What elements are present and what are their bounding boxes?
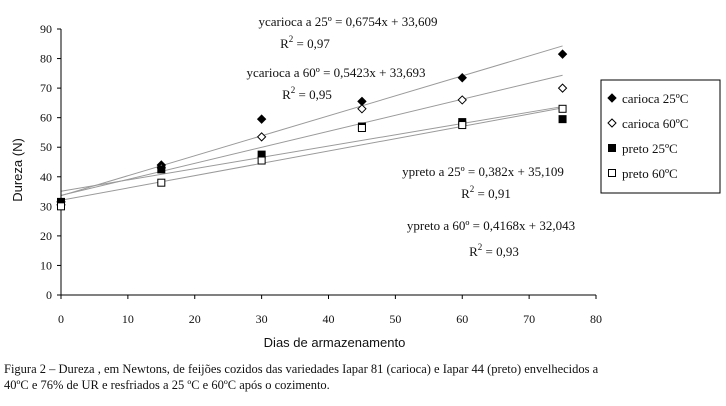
x-tick-label: 20	[189, 312, 201, 326]
legend: carioca 25ºC carioca 60ºC preto 25ºC preto …	[600, 79, 721, 194]
legend-label: carioca 25ºC	[622, 91, 688, 106]
trendlines	[60, 45, 563, 201]
y-tick-label: 90	[40, 22, 52, 36]
r-squared-label: R2 = 0,91	[461, 184, 511, 201]
data-point	[558, 115, 567, 124]
data-point	[457, 95, 467, 105]
legend-box	[600, 79, 721, 194]
r-squared-exponent: 2	[470, 184, 475, 194]
data-point	[557, 49, 568, 59]
y-tick-label: 50	[40, 140, 52, 154]
data-point	[458, 121, 467, 130]
data-point	[157, 178, 166, 187]
x-tick-label: 10	[122, 312, 134, 326]
r-squared-value: = 0,93	[482, 244, 519, 259]
trendline	[60, 74, 563, 196]
legend-label: preto 25ºC	[622, 141, 678, 156]
data-point	[256, 114, 267, 124]
r-squared-symbol: R	[282, 87, 291, 102]
legend-label: preto 60ºC	[622, 166, 678, 181]
x-tick-label: 70	[523, 312, 535, 326]
data-point	[557, 83, 568, 93]
x-tick-label: 60	[456, 312, 468, 326]
data-point	[157, 165, 166, 174]
regression-equation: ypreto a 25º = 0,382x + 35,109	[402, 164, 564, 179]
regression-equation: ycarioca a 25º = 0,6754x + 33,609	[259, 14, 438, 29]
r-squared-value: = 0,91	[474, 186, 511, 201]
y-tick-label: 80	[40, 52, 52, 66]
y-tick-label: 70	[40, 81, 52, 95]
y-axis-title: Dureza (N)	[10, 138, 25, 202]
data-points	[56, 49, 568, 211]
y-tick-label: 10	[40, 258, 52, 272]
r-squared-symbol: R	[469, 244, 478, 259]
x-tick-label: 50	[389, 312, 401, 326]
regression-equation: ycarioca a 60º = 0,5423x + 33,693	[247, 65, 426, 80]
r-squared-symbol: R	[461, 186, 470, 201]
r-squared-exponent: 2	[289, 34, 294, 44]
y-tick-label: 60	[40, 111, 52, 125]
caption-line-1: Figura 2 – Dureza , em Newtons, de feijõ…	[4, 362, 599, 376]
r-squared-label: R2 = 0,95	[282, 85, 332, 102]
data-point	[257, 156, 266, 165]
r-squared-value: = 0,95	[295, 87, 332, 102]
r-squared-exponent: 2	[478, 242, 483, 252]
r-squared-symbol: R	[280, 36, 289, 51]
x-tick-label: 80	[590, 312, 602, 326]
data-point	[558, 104, 567, 113]
legend-marker	[607, 93, 617, 103]
y-tick-label: 30	[40, 199, 52, 213]
x-tick-label: 30	[256, 312, 268, 326]
legend-label: carioca 60ºC	[622, 116, 688, 131]
r-squared-label: R2 = 0,93	[469, 242, 519, 259]
legend-marker	[608, 144, 616, 152]
y-tick-label: 20	[40, 229, 52, 243]
y-tick-label: 0	[46, 288, 52, 302]
data-point	[256, 132, 267, 142]
r-squared-label: R2 = 0,97	[280, 34, 330, 51]
trendline	[60, 106, 563, 192]
trendline	[60, 107, 563, 201]
y-tick-label: 40	[40, 170, 52, 184]
chart: 0 10 20 30 40 50 60 70 80 90 0 10 20 30 40 50 60 70 80 Dias…	[10, 14, 721, 350]
x-axis-title: Dias de armazenamento	[264, 335, 406, 350]
r-squared-exponent: 2	[291, 85, 296, 95]
data-point	[457, 73, 467, 83]
data-point	[357, 104, 367, 114]
regression-equation: ypreto a 60º = 0,4168x + 32,043	[407, 218, 575, 233]
x-tick-label: 0	[58, 312, 64, 326]
caption-line-2: 40ºC e 76% de UR e resfriados a 25 ºC e …	[4, 378, 330, 392]
legend-marker	[607, 118, 617, 128]
x-tick-label: 40	[323, 312, 335, 326]
data-point	[57, 202, 65, 211]
axes: 0 10 20 30 40 50 60 70 80 90 0 10 20 30 40 50 60 70 80 Dias…	[10, 22, 602, 350]
r-squared-value: = 0,97	[293, 36, 330, 51]
data-point	[357, 124, 366, 133]
trendline	[60, 45, 563, 197]
legend-marker	[608, 169, 616, 177]
figure-caption: Figura 2 – Dureza , em Newtons, de feijõ…	[4, 361, 724, 393]
